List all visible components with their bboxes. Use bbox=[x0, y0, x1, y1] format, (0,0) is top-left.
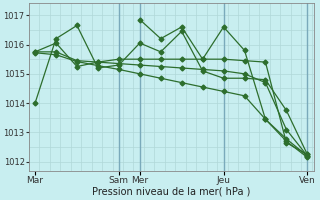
X-axis label: Pression niveau de la mer( hPa ): Pression niveau de la mer( hPa ) bbox=[92, 187, 250, 197]
